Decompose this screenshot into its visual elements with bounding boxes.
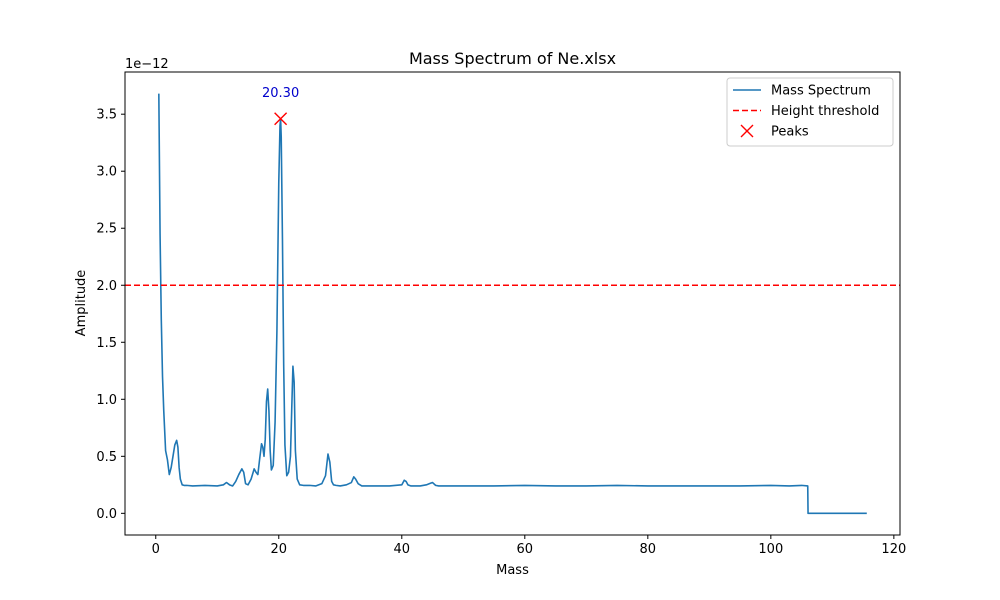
- x-tick-label: 120: [881, 542, 906, 557]
- y-tick-label: 2.0: [96, 279, 117, 294]
- chart-title: Mass Spectrum of Ne.xlsx: [409, 49, 616, 68]
- legend-entry-label: Height threshold: [771, 104, 879, 119]
- x-axis-label: Mass: [496, 563, 529, 578]
- x-tick-label: 60: [517, 542, 534, 557]
- series-line-mass-spectrum: [158, 93, 867, 515]
- legend-entry-label: Mass Spectrum: [771, 84, 871, 99]
- y-tick-label: 3.5: [96, 108, 117, 123]
- x-tick-label: 80: [640, 542, 657, 557]
- x-tick-label: 40: [394, 542, 411, 557]
- x-tick-label: 20: [270, 542, 287, 557]
- plot-frame: [124, 71, 901, 536]
- legend-entry-label: Peaks: [771, 125, 809, 140]
- y-tick-label: 3.0: [96, 165, 117, 180]
- peak-label: 20.30: [262, 86, 299, 101]
- peak-marker: [274, 112, 288, 126]
- y-tick-label: 1.0: [96, 393, 117, 408]
- y-axis-scale-label: 1e−12: [125, 57, 169, 72]
- y-tick-label: 0.0: [96, 507, 117, 522]
- y-tick-label: 0.5: [96, 450, 117, 465]
- y-tick-label: 1.5: [96, 336, 117, 351]
- y-axis-label: Amplitude: [74, 270, 89, 337]
- legend-swatch: [740, 124, 754, 138]
- y-tick-label: 2.5: [96, 222, 117, 237]
- legend-box: [726, 77, 894, 147]
- plot-area: 0 20 40 60 80 100 120 0.0 0.5 1.0 1.5 2.0 2.5 3.0 3.5 2…: [96, 71, 906, 557]
- x-tick-label: 0: [152, 542, 160, 557]
- x-tick-label: 100: [758, 542, 783, 557]
